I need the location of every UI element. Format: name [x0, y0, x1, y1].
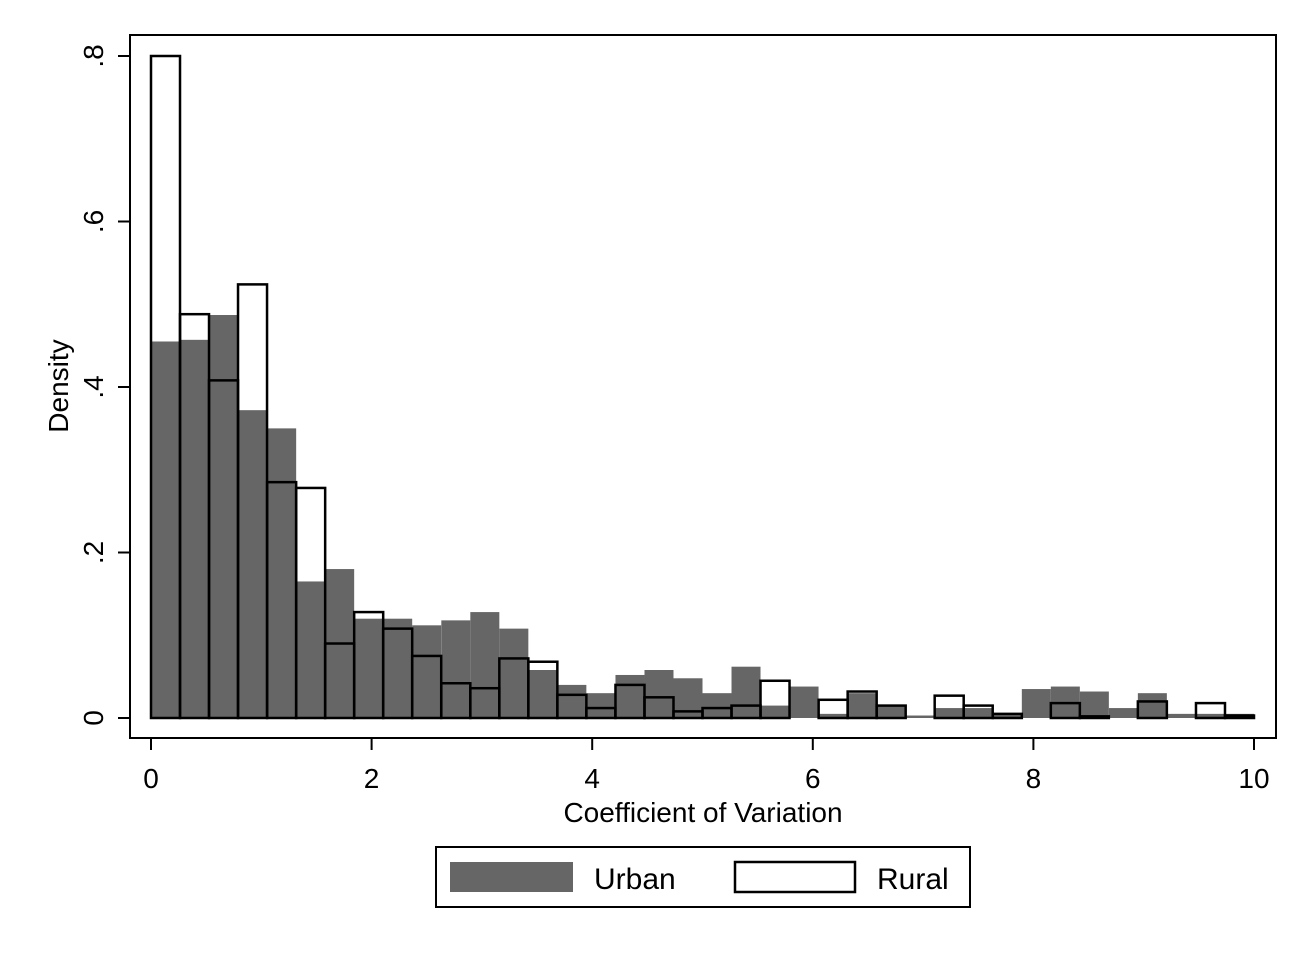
x-tick-label: 10	[1238, 763, 1269, 794]
rural-bar	[991, 712, 1024, 720]
rural-bar	[1136, 700, 1169, 720]
urban-bar	[470, 612, 500, 718]
urban-bar	[528, 670, 558, 718]
rural-bar	[875, 704, 907, 720]
legend-label-urban: Urban	[594, 863, 676, 896]
urban-bar	[992, 713, 1022, 718]
rural-bar	[294, 486, 327, 720]
x-axis-ticks: 0 2 4 6 8 10	[143, 738, 1270, 794]
urban-bar	[267, 428, 297, 719]
rural-bar	[1223, 714, 1256, 720]
legend-swatch-urban	[450, 862, 573, 892]
urban-bar	[180, 339, 210, 718]
urban-bar	[847, 693, 877, 718]
urban-bar	[557, 684, 587, 718]
rural-bars	[149, 54, 1256, 720]
urban-bar	[412, 625, 442, 718]
legend-swatch-rural	[733, 860, 857, 894]
urban-bar	[1137, 693, 1167, 718]
urban-bar	[151, 341, 181, 718]
urban-bar	[383, 618, 413, 718]
y-tick-label: 0	[78, 710, 109, 726]
urban-bar	[1166, 713, 1196, 718]
y-tick-label: .4	[78, 375, 109, 398]
urban-bar	[963, 708, 993, 718]
urban-bar	[934, 708, 964, 718]
rural-bar	[1078, 715, 1111, 720]
rural-bar	[1194, 701, 1227, 720]
x-axis-title: Coefficient of Variation	[563, 797, 842, 828]
rural-bar	[527, 660, 559, 720]
urban-bars	[151, 315, 1254, 719]
legend: Urban Rural	[435, 846, 971, 908]
urban-bar	[1021, 689, 1051, 718]
rural-bar	[1049, 701, 1082, 720]
urban-bar	[789, 686, 819, 718]
urban-bar	[615, 674, 645, 718]
urban-bar	[702, 693, 732, 718]
urban-bar	[296, 581, 326, 718]
rural-bar	[643, 696, 675, 720]
x-tick-label: 2	[364, 763, 380, 794]
urban-bar	[586, 693, 616, 718]
urban-bar	[905, 715, 935, 718]
urban-bar	[644, 670, 674, 718]
y-axis-title: Density	[43, 339, 74, 432]
rural-bar	[759, 679, 791, 720]
x-tick-label: 0	[143, 763, 159, 794]
urban-bar	[354, 618, 384, 718]
y-tick-label: .2	[78, 541, 109, 564]
x-tick-label: 6	[805, 763, 821, 794]
urban-bar	[760, 705, 790, 718]
urban-bar	[238, 410, 268, 718]
legend-label-rural: Rural	[877, 863, 949, 896]
rural-bar	[962, 704, 994, 720]
urban-bar	[876, 705, 906, 718]
y-axis-ticks: 0 .2 .4 .6 .8	[78, 44, 130, 726]
x-tick-label: 8	[1026, 763, 1042, 794]
x-tick-label: 4	[584, 763, 600, 794]
urban-bar	[441, 620, 471, 718]
urban-bar	[818, 713, 848, 718]
urban-bar	[1108, 708, 1138, 718]
rural-bar	[556, 693, 588, 720]
y-tick-label: .6	[78, 210, 109, 233]
urban-bar	[209, 315, 239, 718]
y-tick-label: .8	[78, 44, 109, 67]
urban-bar	[731, 666, 761, 718]
urban-bar	[499, 628, 529, 718]
urban-bar	[1079, 691, 1109, 718]
urban-bar	[1195, 713, 1225, 718]
